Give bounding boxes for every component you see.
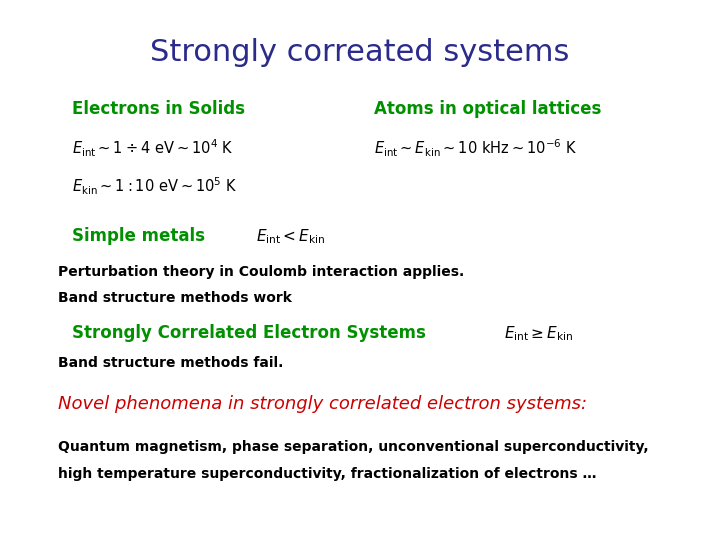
Text: $E_{\rm kin} \sim 1 : 10\ {\rm eV} \sim 10^5\ {\rm K}$: $E_{\rm kin} \sim 1 : 10\ {\rm eV} \sim …: [72, 176, 238, 197]
Text: high temperature superconductivity, fractionalization of electrons …: high temperature superconductivity, frac…: [58, 467, 596, 481]
Text: Novel phenomena in strongly correlated electron systems:: Novel phenomena in strongly correlated e…: [58, 395, 587, 413]
Text: Simple metals: Simple metals: [72, 227, 205, 245]
Text: Strongly Correlated Electron Systems: Strongly Correlated Electron Systems: [72, 324, 426, 342]
Text: $E_{\rm int} \geq E_{\rm kin}$: $E_{\rm int} \geq E_{\rm kin}$: [504, 324, 573, 343]
Text: Electrons in Solids: Electrons in Solids: [72, 100, 245, 118]
Text: Perturbation theory in Coulomb interaction applies.: Perturbation theory in Coulomb interacti…: [58, 265, 464, 279]
Text: Strongly correated systems: Strongly correated systems: [150, 38, 570, 67]
Text: Quantum magnetism, phase separation, unconventional superconductivity,: Quantum magnetism, phase separation, unc…: [58, 440, 648, 454]
Text: Band structure methods work: Band structure methods work: [58, 291, 292, 305]
Text: $E_{\rm int} \sim 1 \div 4\ {\rm eV} \sim 10^4\ {\rm K}$: $E_{\rm int} \sim 1 \div 4\ {\rm eV} \si…: [72, 138, 233, 159]
Text: Atoms in optical lattices: Atoms in optical lattices: [374, 100, 602, 118]
Text: $E_{\rm int} \sim E_{\rm kin} \sim 10\ {\rm kHz} \sim 10^{-6}\ {\rm K}$: $E_{\rm int} \sim E_{\rm kin} \sim 10\ {…: [374, 138, 577, 159]
Text: Band structure methods fail.: Band structure methods fail.: [58, 356, 283, 370]
Text: $E_{\rm int} < E_{\rm kin}$: $E_{\rm int} < E_{\rm kin}$: [256, 227, 325, 246]
